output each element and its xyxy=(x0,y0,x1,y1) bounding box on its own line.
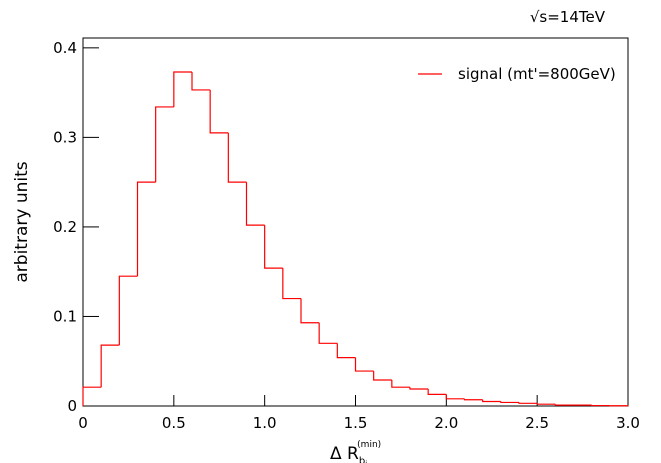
y-tick-label: 0.1 xyxy=(53,307,77,325)
histogram-bin xyxy=(391,380,410,388)
histogram-bin xyxy=(282,268,301,300)
histogram-bin xyxy=(191,72,211,91)
x-axis-label: Δ Rbi (min) xyxy=(330,440,381,463)
histogram-bin xyxy=(554,404,574,406)
frame xyxy=(82,37,629,407)
histogram-bin xyxy=(264,225,283,269)
histogram-bin xyxy=(227,132,247,183)
histogram-bin xyxy=(427,388,447,395)
y-axis-label: arbitrary units xyxy=(12,161,32,282)
histogram-bin xyxy=(373,371,392,381)
histogram-bin xyxy=(500,401,519,404)
x-label-sub2: i xyxy=(365,460,367,463)
histogram-bin xyxy=(209,89,229,134)
histogram-bin xyxy=(100,344,120,388)
x-tick-label: 1.0 xyxy=(253,414,277,432)
histogram-bin xyxy=(336,343,356,359)
histogram-bin xyxy=(482,399,501,403)
histogram-bin xyxy=(155,106,174,183)
histogram-bin xyxy=(463,398,483,401)
x-tick-label: 0 xyxy=(78,414,88,432)
x-tick-label: 0.5 xyxy=(162,414,186,432)
x-label-sup: (min) xyxy=(357,440,381,450)
histogram-bin xyxy=(445,394,465,400)
y-tick-label: 0.2 xyxy=(53,218,77,236)
legend-label: signal (mt'=800GeV) xyxy=(458,65,616,83)
x-label-sub: b xyxy=(359,456,365,463)
x-label-main: Δ R xyxy=(330,444,359,463)
y-tick-label: 0.3 xyxy=(53,128,77,146)
histogram-bin xyxy=(300,298,320,324)
x-tick-label: 2.0 xyxy=(434,414,458,432)
histogram-bin xyxy=(136,181,156,277)
histogram-bin xyxy=(518,402,538,404)
annotation: √s=14TeV xyxy=(530,8,606,26)
y-tick-label: 0.4 xyxy=(53,39,77,57)
histogram-bin xyxy=(536,403,556,405)
x-tick-label: 2.5 xyxy=(525,414,549,432)
y-tick-label: 0 xyxy=(67,397,77,415)
x-tick-label: 1.5 xyxy=(344,414,368,432)
histogram-bin xyxy=(245,182,265,226)
x-tick-label: 3.0 xyxy=(616,414,640,432)
histogram-bin xyxy=(82,386,102,406)
histogram-bin xyxy=(173,71,192,107)
histogram-bin xyxy=(318,322,338,344)
histogram-bin xyxy=(118,275,138,346)
histogram-bin xyxy=(354,357,374,372)
histogram-bin xyxy=(409,387,429,390)
